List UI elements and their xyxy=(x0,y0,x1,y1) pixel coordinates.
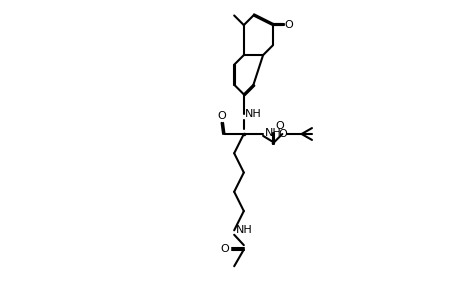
Text: NH: NH xyxy=(265,128,281,138)
Text: O: O xyxy=(220,244,229,254)
Text: NH: NH xyxy=(245,109,262,119)
Text: NH: NH xyxy=(236,225,252,235)
Text: O: O xyxy=(275,121,284,131)
Text: O: O xyxy=(278,129,287,139)
Text: O: O xyxy=(284,20,293,30)
Text: O: O xyxy=(218,111,226,122)
